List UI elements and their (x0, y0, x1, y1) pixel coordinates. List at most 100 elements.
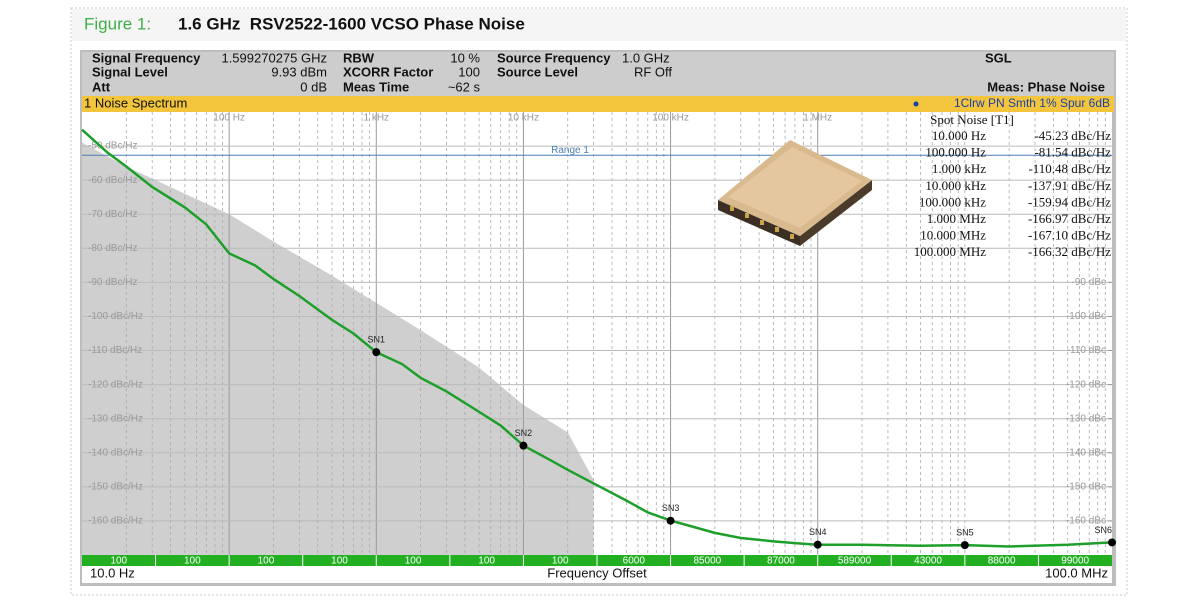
y-tick-label: -130 dBc/Hz (88, 413, 143, 424)
spot-offset: 10.000 MHz (920, 228, 986, 243)
marker-label: SN5 (956, 527, 974, 537)
y-tick-label: -150 dBc/Hz (88, 481, 143, 492)
spot-offset: 1.000 kHz (932, 161, 986, 176)
x-start-label: 10.0 Hz (90, 565, 135, 580)
info-label: Att (92, 79, 111, 94)
average-count: 85000 (693, 556, 721, 567)
spot-marker (519, 441, 528, 450)
y2-tick-label: -140 dBc (1066, 447, 1106, 458)
info-value: 0 dB (300, 79, 327, 94)
y2-tick-label: -90 dBc (1072, 277, 1106, 288)
average-counts: 100 100 100 100 100 100 100 6000 85000 87000 58900… (110, 555, 1090, 567)
figure-label: Figure 1: (84, 14, 151, 33)
info-label: Signal Level (92, 64, 168, 79)
marker-label: SN1 (368, 335, 386, 345)
info-label: Source Level (497, 64, 578, 79)
y-tick-label: -100 dBc/Hz (88, 311, 143, 322)
average-count: 589000 (838, 556, 872, 567)
info-label: Signal Frequency (92, 50, 201, 65)
average-count: 87000 (767, 556, 795, 567)
average-count: 100 (258, 556, 275, 567)
info-value: 10 % (450, 50, 480, 65)
spot-value: -110.48 dBc/Hz (1028, 161, 1111, 176)
x-tick-label: 1 kHz (364, 113, 390, 124)
y2-tick-label: -130 dBc (1066, 413, 1106, 424)
x-tick-label: 100 Hz (213, 113, 245, 124)
average-count: 100 (184, 556, 201, 567)
average-count: 100 (478, 556, 495, 567)
measurement: Meas: Phase Noise (987, 79, 1105, 94)
x-axis-label: Frequency Offset (547, 565, 647, 580)
spot-value: -45.23 dBc/Hz (1034, 128, 1111, 143)
spot-offset: 1.000 MHz (927, 211, 986, 226)
info-label: Meas Time (343, 79, 409, 94)
x-label-band (82, 566, 1112, 583)
info-panel (82, 52, 1114, 96)
average-count: 100 (110, 556, 127, 567)
spot-offset: 100.000 MHz (914, 244, 986, 259)
spot-value: -167.10 dBc/Hz (1028, 228, 1111, 243)
spot-marker (813, 540, 822, 549)
y-tick-label: -140 dBc/Hz (88, 447, 143, 458)
title-band (72, 9, 1126, 41)
marker-label: SN6 (1094, 525, 1112, 535)
y-tick-label: -160 dBc/Hz (88, 516, 143, 527)
info-value: ~62 s (448, 79, 481, 94)
x-tick-label: 1 MHz (803, 113, 832, 124)
marker-label: SN3 (662, 503, 680, 513)
info-value: 100 (458, 64, 480, 79)
y2-tick-label: -120 dBc (1066, 379, 1106, 390)
spot-marker (1108, 538, 1116, 547)
info-value: RF Off (634, 64, 672, 79)
spot-value: -166.32 dBc/Hz (1028, 244, 1111, 259)
panel-title: 1 Noise Spectrum (84, 95, 187, 110)
info-value: 1.0 GHz (622, 50, 670, 65)
spot-offset: 100.000 kHz (919, 194, 986, 209)
panel-title-bar (82, 96, 1114, 112)
average-count: 100 (552, 556, 569, 567)
y2-tick-label: -150 dBc (1066, 481, 1106, 492)
y-tick-label: -120 dBc/Hz (88, 379, 143, 390)
x-tick-label: 10 kHz (508, 113, 539, 124)
spot-marker (372, 348, 381, 357)
y2-tick-label: -110 dBc (1067, 345, 1106, 356)
spot-marker (666, 516, 675, 525)
average-count: 100 (331, 556, 348, 567)
info-value: 1.599270275 GHz (221, 50, 327, 65)
range-label: Range 1 (551, 145, 589, 156)
legend-entry: 1Clrw PN Smth 1% Spur 6dB (954, 96, 1110, 110)
average-count: 100 (405, 556, 422, 567)
info-label: RBW (343, 50, 375, 65)
y2-tick-label: -160 dBc (1066, 516, 1106, 527)
y-tick-label: -50 dBc/Hz (88, 141, 137, 152)
product-image (718, 140, 872, 246)
spot-offset: 10.000 Hz (932, 128, 986, 143)
x-tick-label: 100 kHz (652, 113, 689, 124)
y-tick-label: -60 dBc/Hz (88, 175, 137, 186)
info-label: XCORR Factor (343, 64, 433, 79)
average-count: 43000 (914, 556, 942, 567)
y-tick-label: -80 dBc/Hz (88, 243, 137, 254)
info-value: 9.93 dBm (271, 64, 327, 79)
spot-value: -137.91 dBc/Hz (1028, 178, 1111, 193)
marker-label: SN2 (515, 428, 533, 438)
spot-offset: 10.000 kHz (925, 178, 986, 193)
plot: 100 Hz 1 kHz 10 kHz 100 kHz 1 MHz -50 dBc/Hz -… (81, 112, 1116, 555)
y-tick-label: -110 dBc/Hz (88, 345, 142, 356)
average-count: 99000 (1061, 556, 1089, 567)
y-tick-label: -70 dBc/Hz (88, 209, 137, 220)
spot-marker (960, 541, 969, 550)
spot-value: -166.97 dBc/Hz (1028, 211, 1111, 226)
spot-noise-title: Spot Noise [T1] (930, 112, 1014, 127)
average-count: 88000 (988, 556, 1016, 567)
y-tick-label: -90 dBc/Hz (88, 277, 137, 288)
sweep-mode: SGL (985, 50, 1012, 65)
spot-noise-table: Spot Noise [T1] 10.000 Hz -45.23 dBc/Hz 10… (914, 112, 1111, 259)
figure-title: 1.6 GHz RSV2522-1600 VCSO Phase Noise (178, 14, 525, 33)
floor-area (82, 142, 594, 555)
average-count: 6000 (623, 556, 646, 567)
y2-tick-label: -100 dBc (1066, 311, 1106, 322)
info-label: Source Frequency (497, 50, 611, 65)
spot-value: -81.54 dBc/Hz (1034, 145, 1111, 160)
